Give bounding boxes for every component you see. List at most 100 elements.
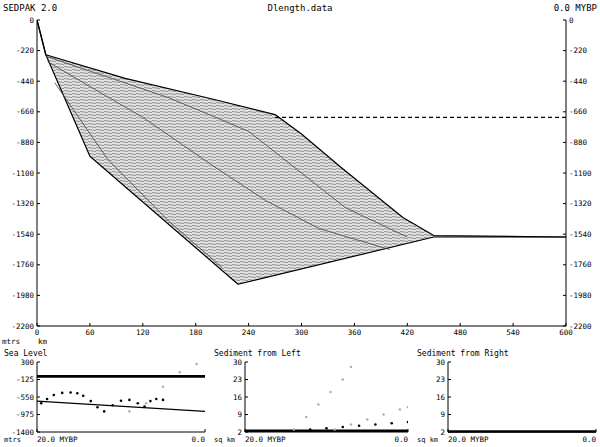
data-point [350,423,353,426]
x-tick-label: 420 [401,328,415,337]
y-tick-right [563,20,566,21]
x-tick [408,429,409,432]
x-tick-label: 20.0 MYBP [37,435,78,444]
y-tick [37,397,40,398]
y-tick-label: 30 [436,358,446,367]
x-tick [566,323,567,326]
data-line [245,429,408,432]
data-point [374,423,377,426]
y-axis-label: mtrs [4,436,21,444]
y-axis-label: sq km [417,436,438,444]
x-tick-label: 180 [189,328,203,337]
y-tick-right [563,295,566,296]
y-tick-label: 9 [440,410,445,419]
data-point [390,422,393,425]
y-tick-label-right: -660 [569,107,588,116]
data-point [128,410,131,413]
y-tick-label: -440 [16,77,35,86]
x-tick [596,429,597,432]
chart-title: Dlength.data [267,3,332,13]
data-point [333,428,336,431]
background [0,0,600,447]
y-tick-label-right: -220 [569,46,588,55]
data-line [46,56,407,237]
y-tick-label: -1540 [11,230,34,239]
y-tick-label: -220 [16,46,35,55]
data-point [82,394,85,397]
plot-area [245,366,408,431]
y-tick [37,20,40,21]
x-axis-label: km [38,337,48,346]
y-tick-label-right: -1100 [569,169,592,178]
y-tick [448,362,451,363]
y-tick [37,295,40,296]
y-tick-label: 2 [440,428,445,437]
y-tick-label: 16 [233,393,243,402]
x-tick-label: 540 [506,328,520,337]
y-tick [37,414,40,415]
x-tick-label: 300 [295,328,309,337]
y-tick [245,362,248,363]
data-point [69,391,72,394]
y-tick-label-right: 0 [569,16,574,25]
y-tick-label: 300 [20,358,34,367]
data-point [96,406,99,409]
chart-title: Sediment from Right [417,349,509,358]
data-point [195,363,198,366]
data-point [342,426,345,429]
y-tick-label-right: -1980 [569,291,592,300]
y-tick-label-right: -440 [569,77,588,86]
data-line [37,20,566,284]
x-tick [37,323,38,326]
y-tick-label: 2 [237,428,242,437]
y-tick-label: -1100 [11,169,34,178]
y-tick [245,379,248,380]
x-tick [448,429,449,432]
y-axis-label: mtrs [2,337,20,346]
x-tick-label: 0 [35,328,40,337]
data-point [155,398,158,401]
x-tick [142,323,143,326]
header-right: 0.0 MYBP [554,3,598,13]
y-tick-label-right: -1540 [569,230,592,239]
y-tick [37,362,40,363]
x-tick [195,323,196,326]
y-tick-label: -2200 [11,322,34,331]
data-line [37,20,566,237]
x-tick [354,323,355,326]
x-tick-label: 360 [348,328,362,337]
y-tick [245,397,248,398]
x-tick [460,323,461,326]
data-line [448,430,596,433]
y-tick [37,81,40,82]
data-point [61,392,64,395]
data-line [48,62,390,250]
data-point [120,399,123,402]
y-tick-right [563,50,566,51]
data-point [145,402,148,405]
x-tick-label: 480 [453,328,467,337]
x-tick [89,323,90,326]
data-point [293,428,296,431]
y-tick-right [563,173,566,174]
data-line [55,83,223,268]
data-line [37,401,205,411]
data-point [89,400,92,403]
y-tick-right [563,111,566,112]
x-tick-label: 60 [85,328,95,337]
y-tick-label-right: -1760 [569,260,592,269]
data-point [46,398,49,401]
data-point [137,402,140,405]
y-tick-label: -880 [16,138,35,147]
data-point [309,428,312,431]
data-point [358,424,361,427]
plot-area [37,20,566,284]
data-point [128,399,131,402]
data-point [162,399,165,402]
y-tick [37,203,40,204]
x-axis [448,432,596,433]
x-tick [37,429,38,432]
x-tick-label: 20.0 MYBP [245,435,286,444]
data-point [382,413,385,416]
y-tick [37,379,40,380]
